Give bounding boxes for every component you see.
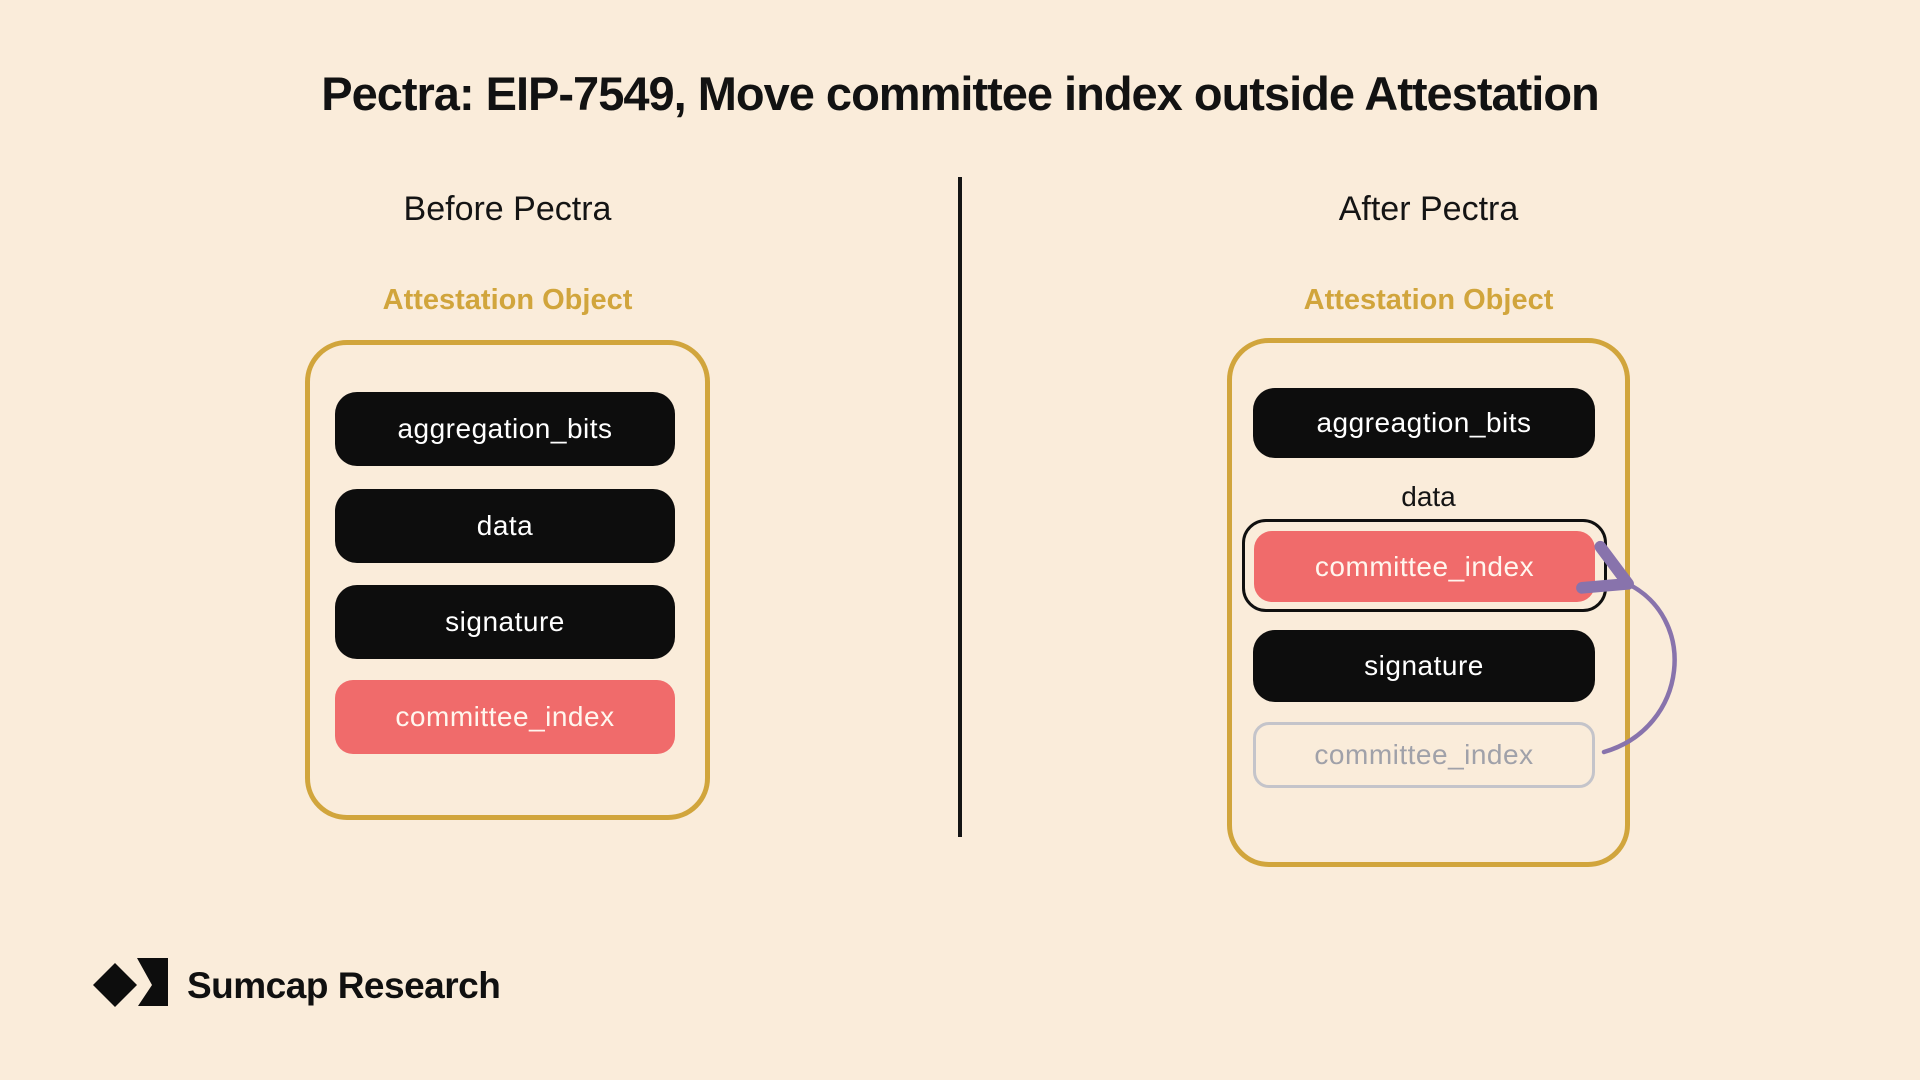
ghost-committee-index-pill: committee_index <box>1253 722 1595 788</box>
attestation-container-before <box>305 340 710 820</box>
column-divider <box>958 177 962 837</box>
field-pill-signature-after: signature <box>1253 630 1595 702</box>
attestation-object-label-before: Attestation Object <box>382 284 633 316</box>
page-title: Pectra: EIP-7549, Move committee index o… <box>321 67 1600 120</box>
field-pill-aggregation-bits-after: aggreagtion_bits <box>1253 388 1595 458</box>
field-pill-signature: signature <box>335 585 675 659</box>
after-heading: After Pectra <box>1338 190 1519 228</box>
field-pill-aggregation-bits: aggregation_bits <box>335 392 675 466</box>
data-group-label: data <box>1401 481 1456 512</box>
brand-name: Sumcap Research <box>187 965 501 1006</box>
before-heading: Before Pectra <box>403 190 612 228</box>
sumcap-logo-icon <box>93 958 168 1007</box>
field-pill-committee-index-nested: committee_index <box>1254 531 1595 602</box>
field-pill-data: data <box>335 489 675 563</box>
attestation-object-label-after: Attestation Object <box>1303 284 1554 316</box>
field-pill-committee-index: committee_index <box>335 680 675 754</box>
